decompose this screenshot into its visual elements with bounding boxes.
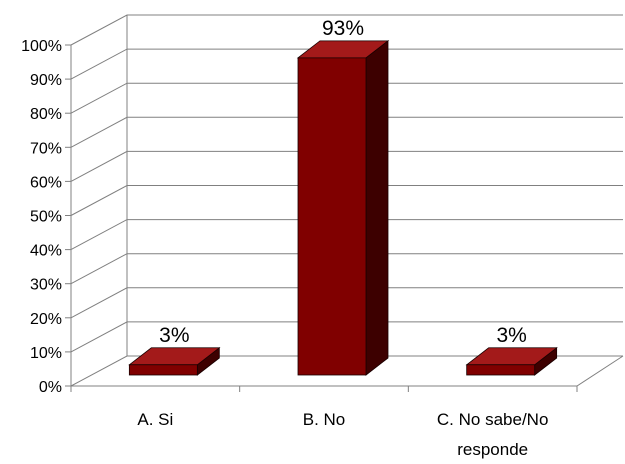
- bar-side: [365, 40, 389, 376]
- gridline: [70, 150, 623, 182]
- y-tick-label: 40%: [30, 243, 62, 260]
- y-tick-label: 100%: [21, 38, 62, 55]
- category-label: A. Si: [137, 410, 173, 429]
- y-tick-label: 80%: [30, 106, 62, 123]
- gridline: [70, 219, 623, 251]
- category-label-line: C. No sabe/No: [437, 410, 549, 429]
- gridline: [70, 321, 623, 353]
- gridline: [70, 287, 623, 319]
- bars: [128, 40, 558, 376]
- category-label-line: B. No: [303, 410, 346, 429]
- category-label-line: responde: [457, 440, 528, 459]
- gridline: [70, 14, 623, 46]
- y-tick-label: 30%: [30, 277, 62, 294]
- y-tick-label: 20%: [30, 311, 62, 328]
- data-label: 3%: [496, 324, 526, 347]
- gridline: [70, 355, 623, 387]
- y-tick-label: 70%: [30, 140, 62, 157]
- data-label: 93%: [322, 17, 364, 40]
- gridline: [70, 253, 623, 285]
- gridline: [70, 185, 623, 216]
- gridline: [70, 116, 623, 148]
- y-tick-label: 60%: [30, 174, 62, 191]
- bar-front: [466, 364, 536, 376]
- bar-1: [128, 346, 221, 376]
- y-tick-label: 50%: [30, 209, 62, 226]
- bar-front: [128, 364, 198, 376]
- bar-3: [465, 346, 558, 376]
- category-label: B. No: [303, 410, 346, 429]
- bar-front: [297, 57, 367, 376]
- y-tick-label: 10%: [30, 345, 62, 362]
- category-label: C. No sabe/No responde: [437, 410, 549, 459]
- gridline: [70, 82, 623, 114]
- gridline: [70, 48, 623, 80]
- labels: 0% 10% 20% 30% 40% 50% 60% 70% 80% 90% 100% 3% A. Si…: [21, 17, 548, 459]
- category-label-line: A. Si: [137, 410, 173, 429]
- y-tick-label: 90%: [30, 72, 62, 89]
- y-tick-label: 0%: [39, 379, 62, 396]
- gridlines: [65, 14, 624, 392]
- bar-2: [296, 40, 390, 376]
- data-label: 3%: [159, 324, 189, 347]
